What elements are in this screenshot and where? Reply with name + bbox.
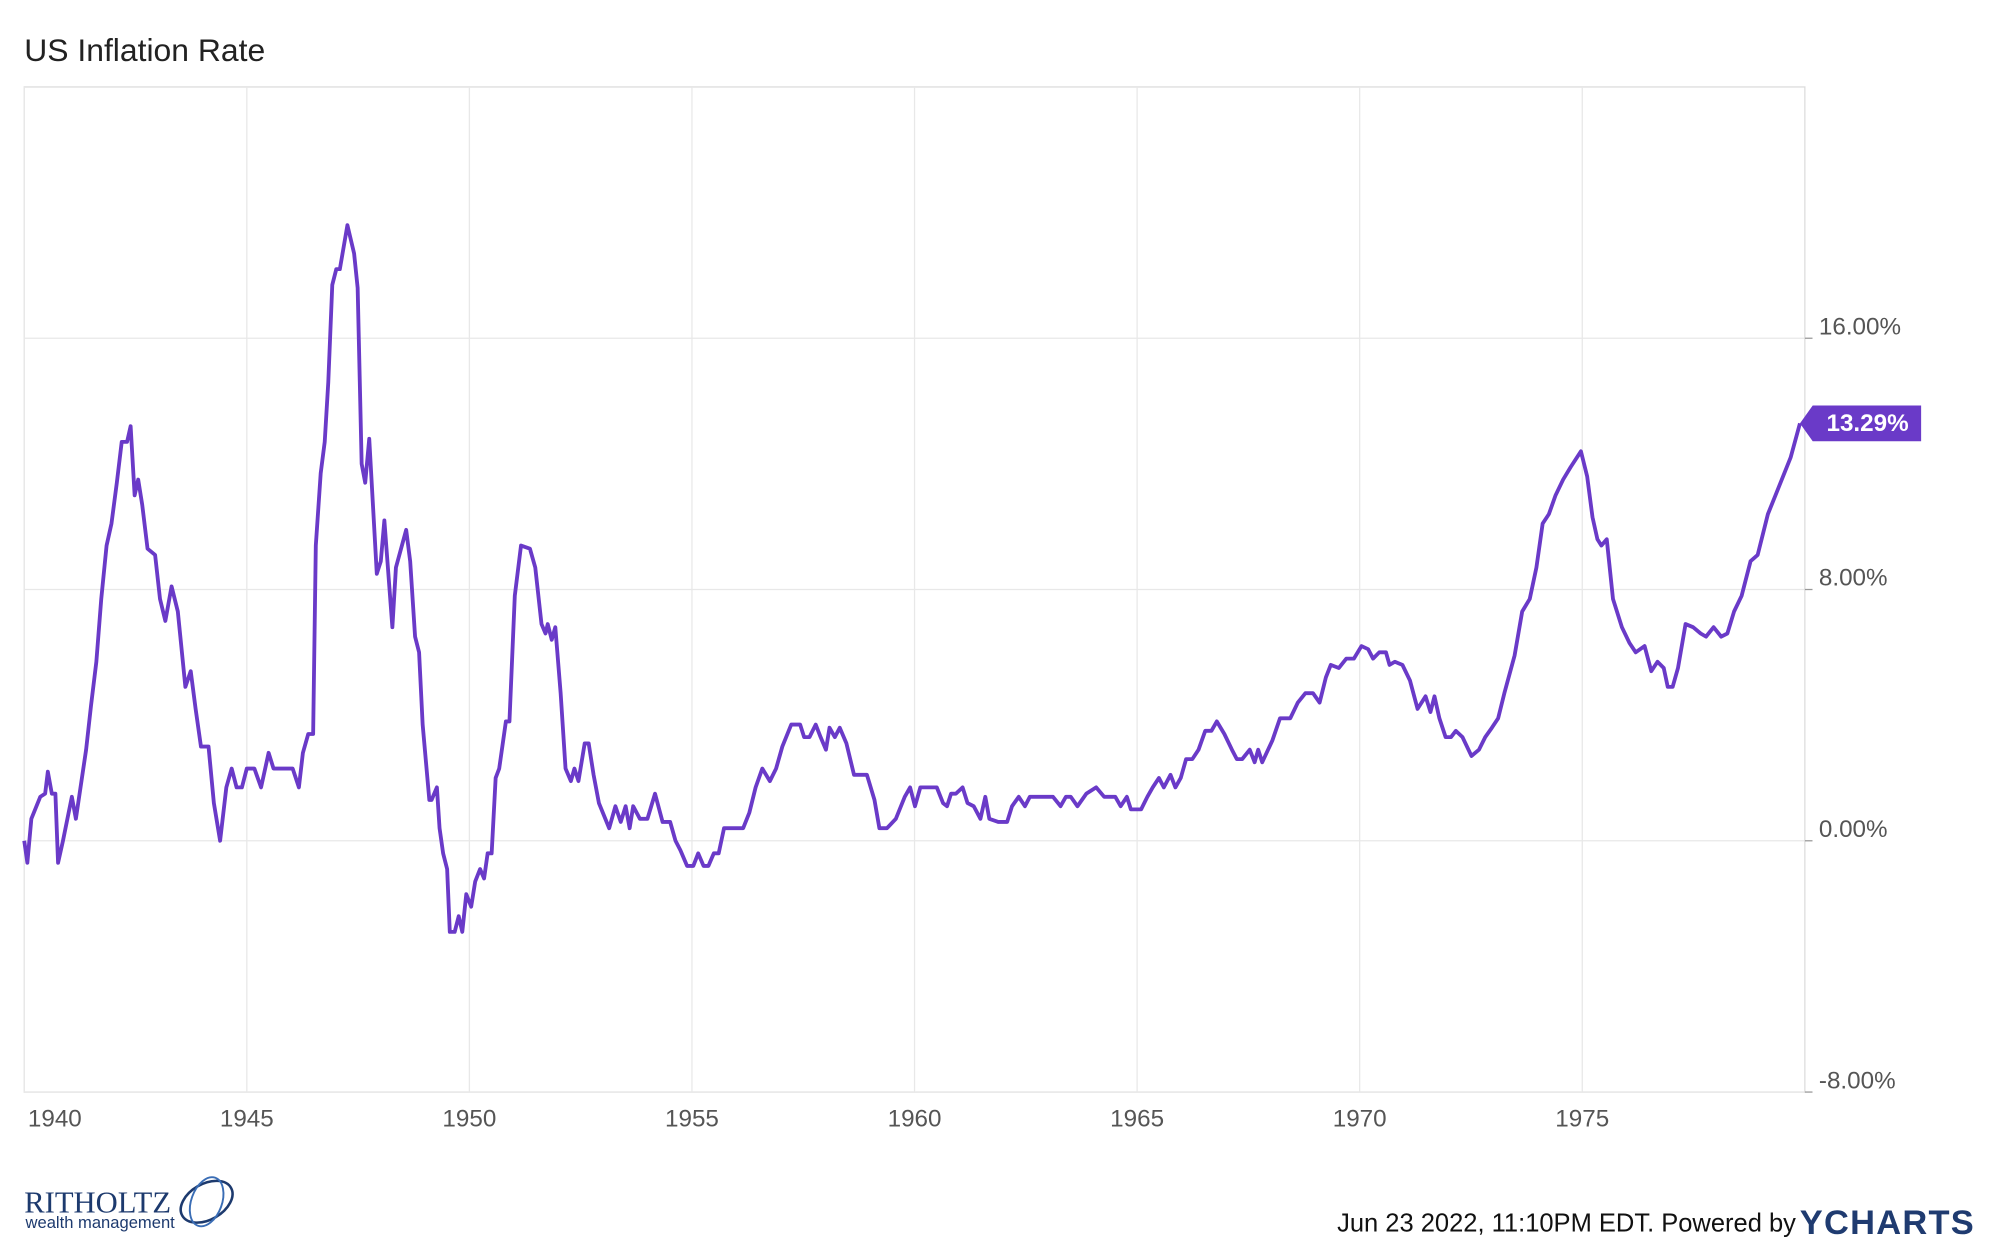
x-tick-label: 1955 xyxy=(665,1106,719,1133)
logo-sub: wealth management xyxy=(25,1213,176,1232)
x-tick-label: 1960 xyxy=(888,1106,942,1133)
x-tick-label: 1965 xyxy=(1110,1106,1164,1133)
logo-name: RITHOLTZ xyxy=(24,1186,171,1220)
x-tick-label: 1970 xyxy=(1333,1106,1387,1133)
y-tick-label: 0.00% xyxy=(1819,816,1888,843)
logo-swirl xyxy=(188,1176,225,1228)
footer-timestamp: Jun 23 2022, 11:10PM EDT. Powered by xyxy=(1337,1209,1796,1237)
x-tick-label: 1950 xyxy=(442,1106,496,1133)
x-tick-label: 1940 xyxy=(28,1106,82,1133)
y-tick-label: -8.00% xyxy=(1819,1067,1896,1094)
footer-brand: YCHARTS xyxy=(1800,1204,1975,1242)
chart-title: US Inflation Rate xyxy=(24,32,265,68)
y-tick-label: 16.00% xyxy=(1819,313,1901,340)
x-tick-label: 1975 xyxy=(1555,1106,1609,1133)
logo-swirl xyxy=(179,1179,234,1224)
end-label: 13.29% xyxy=(1826,410,1908,437)
y-tick-label: 8.00% xyxy=(1819,565,1888,592)
x-tick-label: 1945 xyxy=(220,1106,274,1133)
end-label-badge xyxy=(1799,405,1922,442)
line-series xyxy=(22,223,1802,934)
logo: RITHOLTZ wealth management xyxy=(24,1176,234,1232)
